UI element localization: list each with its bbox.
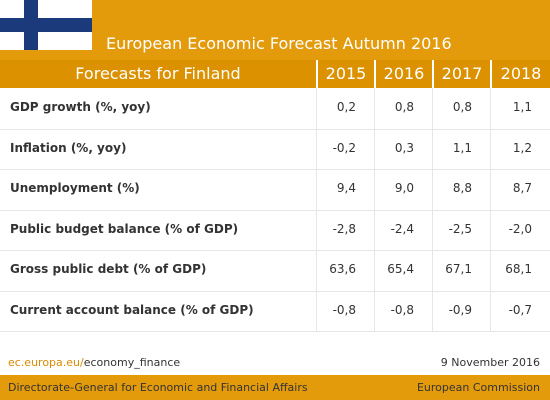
date: 9 November 2016 [440,356,540,369]
column-header: 2018 [490,60,550,88]
column-separator [490,88,491,331]
row-label: Inflation (%, yoy) [10,140,127,155]
row-separator [0,331,550,332]
row-separator [0,209,550,211]
row-separator [0,250,550,251]
row-label: Gross public debt (% of GDP) [10,262,207,277]
organisation: European Commission [416,381,540,394]
cell-value: 0,8 [452,100,472,115]
cell-value: 63,6 [329,262,356,277]
header-row [0,60,550,88]
cell-value: 0,2 [336,100,356,115]
cell-value: 67,1 [445,262,472,277]
row-label: Public budget balance (% of GDP) [10,221,239,236]
cell-value: -2,4 [390,221,414,236]
flag [0,0,92,50]
column-separator [432,88,433,331]
cell-value: -2,5 [448,221,472,236]
cell-value: 9,4 [336,181,356,196]
cell-value: 1,1 [452,140,472,155]
column-separator [374,88,375,331]
column-header: 2016 [374,60,432,88]
cell-value: 8,7 [512,181,532,196]
column-header: 2017 [432,60,490,88]
cell-value: 1,2 [512,140,532,155]
cell-value: -2,0 [508,221,532,236]
cell-value: -2,8 [332,221,356,236]
column-separator [316,88,317,331]
link-path: economy_finance [83,356,181,369]
cell-value: 65,4 [387,262,414,277]
row-label: Current account balance (% of GDP) [10,302,254,317]
column-header: 2015 [316,60,374,88]
bottom-bar [0,375,550,400]
row-separator [0,128,550,130]
link-domain: ec.europa.eu/ [8,356,84,369]
cell-value: 9,0 [394,181,414,196]
cell-value: 0,3 [394,140,414,155]
row-label: Unemployment (%) [10,181,140,196]
cell-value: 8,8 [452,181,472,196]
cell-value: -0,9 [448,302,472,317]
row-separator [0,290,550,292]
cell-value: 1,1 [512,100,532,115]
row-label: GDP growth (%, yoy) [10,100,151,115]
row-separator [0,169,550,170]
cell-value: 0,8 [394,100,414,115]
footer-link[interactable]: ec.europa.eu/economy_finance [8,356,180,369]
cell-value: -0,8 [332,302,356,317]
cell-value: -0,7 [508,302,532,317]
caption: Forecasts for Finland [75,64,241,83]
cell-value: -0,2 [332,140,356,155]
title: European Economic Forecast Autumn 2016 [106,34,452,53]
cell-value: 68,1 [505,262,532,277]
department: Directorate-General for Economic and Fin… [8,381,308,394]
cell-value: -0,8 [390,302,414,317]
